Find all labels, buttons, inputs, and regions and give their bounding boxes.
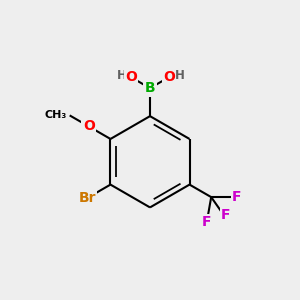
Text: O: O xyxy=(125,70,137,84)
Text: H: H xyxy=(116,69,126,82)
Text: F: F xyxy=(232,190,241,204)
Text: F: F xyxy=(221,208,231,223)
Text: O: O xyxy=(83,119,95,134)
Text: B: B xyxy=(145,81,155,95)
Text: O: O xyxy=(163,70,175,84)
Text: H: H xyxy=(175,69,184,82)
Text: CH₃: CH₃ xyxy=(44,110,67,119)
Text: Br: Br xyxy=(78,191,96,205)
Text: F: F xyxy=(201,215,211,229)
